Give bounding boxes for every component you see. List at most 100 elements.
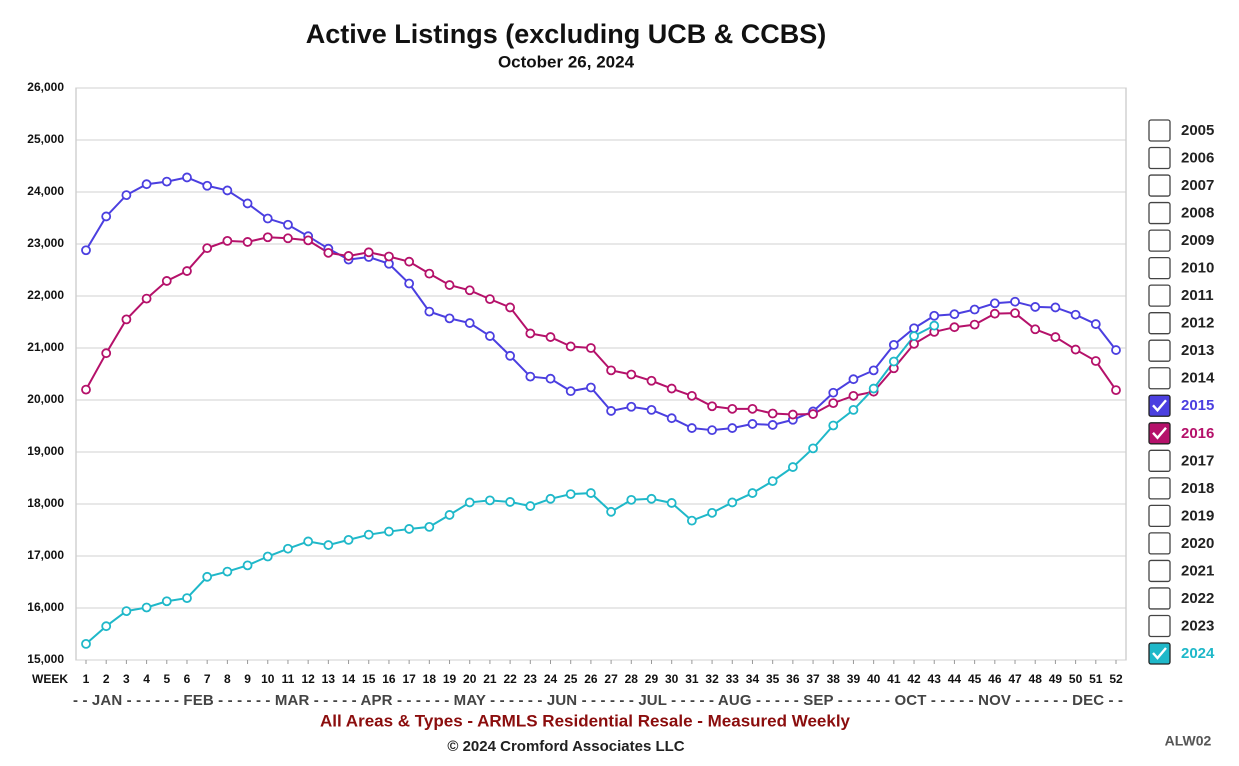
legend-checkbox[interactable] [1148,339,1171,362]
data-point [444,280,455,290]
data-point [606,365,616,376]
data-point [81,245,91,256]
legend-checkbox[interactable] [1148,559,1171,583]
legend-checkbox[interactable] [1148,174,1171,197]
data-point [242,237,253,247]
x-tick-label: 42 [907,672,921,686]
legend-checkbox[interactable] [1148,284,1171,307]
legend-checkbox[interactable] [1148,201,1171,225]
legend-checkbox[interactable] [1148,614,1171,638]
data-point [767,420,778,430]
legend-label: 2016 [1181,425,1214,442]
x-tick-label: 15 [362,672,376,686]
x-tick-label: 18 [423,672,437,686]
month-axis: - - JAN - - - - - - FEB - - - - - - MAR … [73,692,1123,709]
x-tick-label: 14 [342,672,356,686]
legend-item[interactable]: 2024 [1148,642,1215,665]
legend-label: 2018 [1181,480,1214,497]
x-tick-label: 2 [103,672,110,686]
series-line [85,236,1117,416]
legend-item[interactable]: 2019 [1148,504,1214,528]
legend-checkbox[interactable] [1148,394,1171,417]
data-point [343,534,354,545]
legend-item[interactable]: 2007 [1148,174,1214,197]
data-point [888,339,899,350]
legend-checkbox[interactable] [1148,367,1171,390]
legend-item[interactable]: 2006 [1148,146,1214,170]
legend-item[interactable]: 2020 [1148,532,1214,555]
data-point [686,515,697,526]
data-point [707,425,717,436]
y-tick-label: 21,000 [27,340,64,354]
data-point [586,343,596,353]
legend-item[interactable]: 2012 [1148,312,1214,335]
legend-item[interactable]: 2008 [1148,201,1214,225]
legend-checkbox[interactable] [1148,532,1171,555]
legend-checkbox[interactable] [1148,477,1171,500]
data-point [323,540,334,550]
data-point [606,506,616,517]
data-point [969,319,980,330]
legend-item[interactable]: 2021 [1148,559,1214,583]
legend-checkbox[interactable] [1148,587,1171,610]
legend-checkbox[interactable] [1148,422,1171,445]
legend-item[interactable]: 2010 [1148,256,1214,280]
data-point [182,593,192,604]
x-tick-label: 22 [503,672,517,686]
footer: All Areas & Types - ARMLS Residential Re… [320,711,851,730]
data-point [929,320,940,331]
legend-item[interactable]: 2014 [1148,367,1215,390]
data-point [404,278,415,289]
legend-label: 2015 [1181,397,1214,414]
y-tick-label: 26,000 [27,80,64,94]
x-tick-label: 52 [1109,672,1123,686]
legend-item[interactable]: 2023 [1148,614,1214,638]
legend-checkbox[interactable] [1148,229,1171,252]
x-tick-label: 44 [948,672,962,686]
x-tick-label: 9 [244,672,251,686]
legend-checkbox[interactable] [1148,146,1171,170]
legend-item[interactable]: 2015 [1148,394,1214,417]
data-point [767,408,778,419]
legend-checkbox[interactable] [1148,119,1171,142]
data-point [828,387,839,398]
legend-checkbox[interactable] [1148,256,1171,280]
data-point [202,180,213,191]
data-point [787,462,798,472]
data-point [989,298,1000,309]
data-point [525,328,536,339]
data-point [666,498,677,508]
legend-item[interactable]: 2022 [1148,587,1214,610]
data-point [262,232,273,243]
data-point [848,374,859,385]
x-tick-label: 6 [184,672,191,686]
data-point [485,294,495,305]
legend-checkbox[interactable] [1148,642,1171,665]
data-point [606,406,616,416]
legend-item[interactable]: 2011 [1148,284,1214,307]
data-point [464,497,475,508]
data-point [242,198,253,209]
legend-label: 2005 [1181,122,1214,139]
data-point [949,309,960,320]
data-point [1111,345,1121,355]
legend-label: 2010 [1181,260,1214,277]
data-point [424,306,435,317]
data-point [586,488,596,498]
legend-item[interactable]: 2018 [1148,477,1214,500]
legend-checkbox[interactable] [1148,449,1171,472]
data-point [626,494,637,505]
legend-checkbox[interactable] [1148,312,1171,335]
data-point [121,606,132,617]
legend-item[interactable]: 2009 [1148,229,1214,252]
legend-item[interactable]: 2005 [1148,119,1214,142]
legend-checkbox[interactable] [1148,504,1171,528]
legend-item[interactable]: 2013 [1148,339,1214,362]
data-point [1070,344,1081,355]
legend-item[interactable]: 2016 [1148,422,1214,445]
x-tick-label: 1 [83,672,90,686]
legend-item[interactable]: 2017 [1148,449,1214,472]
data-point [565,386,576,397]
data-point [989,308,1000,319]
